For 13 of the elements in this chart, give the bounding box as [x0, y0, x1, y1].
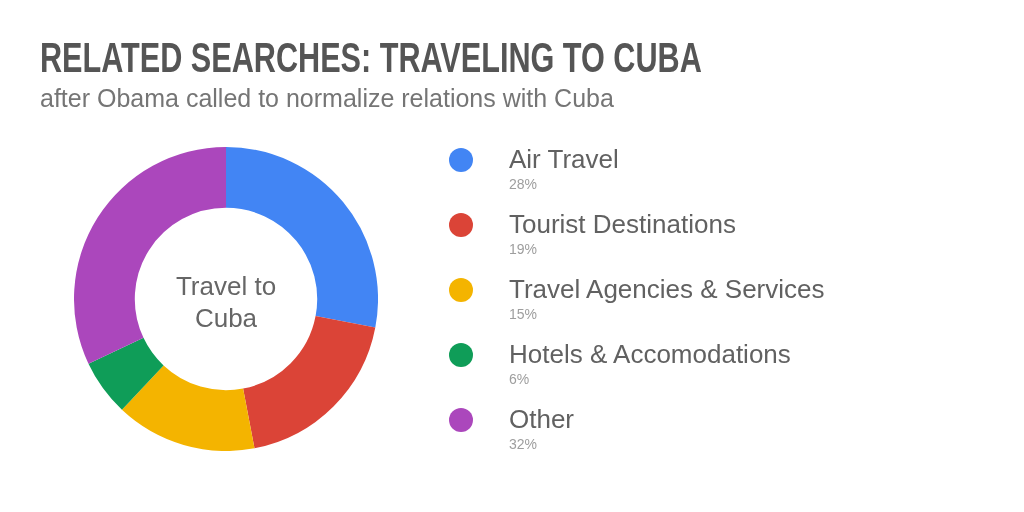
data-label: 28%	[509, 176, 538, 192]
data-label: 15%	[509, 306, 538, 322]
chart-subtitle: after Obama called to normalize relations with Cuba	[40, 83, 614, 113]
legend-label: Other	[509, 403, 575, 435]
legend-label: Air Travel	[509, 143, 619, 175]
text: Travel to Cuba	[174, 270, 278, 334]
data-label: 32%	[509, 436, 538, 452]
legend-label: Tourist Destinations	[509, 208, 736, 240]
legend-label: Travel Agencies & Services	[509, 273, 825, 305]
data-label: 6%	[509, 371, 530, 387]
legend-label: Hotels & Accomodations	[509, 338, 791, 370]
data-label: 19%	[509, 241, 538, 257]
chart-title: RELATED SEARCHES: TRAVELING TO CUBA	[40, 34, 702, 82]
